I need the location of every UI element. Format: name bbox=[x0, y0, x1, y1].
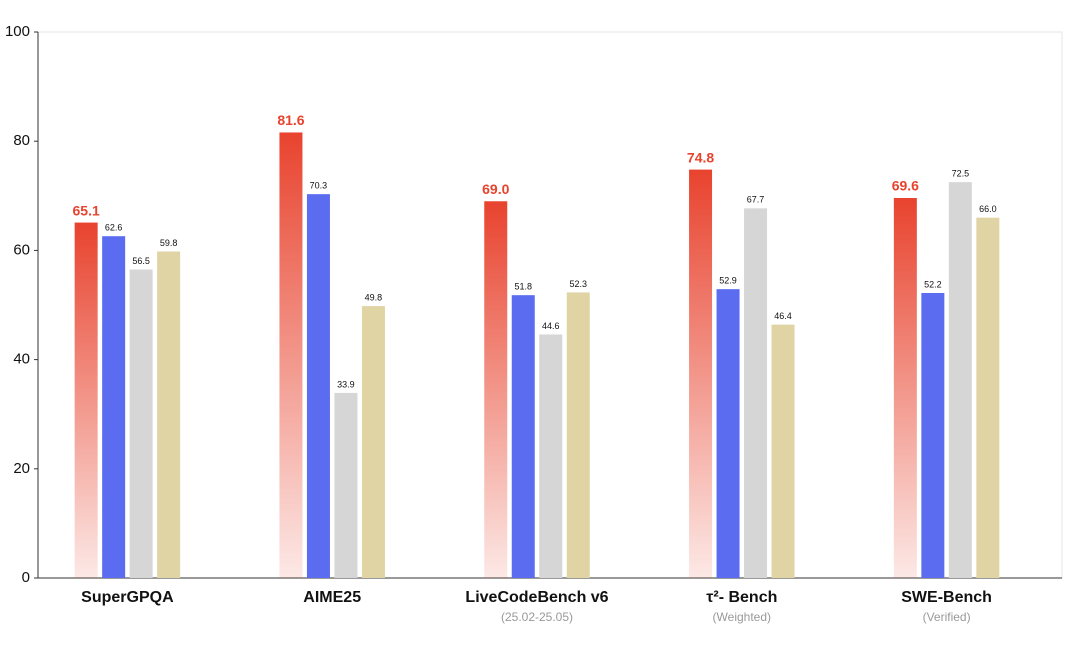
value-label: 44.6 bbox=[542, 321, 560, 331]
value-label: 69.6 bbox=[892, 178, 919, 194]
y-tick-label: 40 bbox=[13, 351, 30, 368]
bar bbox=[921, 292, 945, 578]
value-label: 72.5 bbox=[952, 169, 970, 179]
bar bbox=[361, 306, 385, 578]
value-label: 52.3 bbox=[569, 279, 587, 289]
value-label: 52.9 bbox=[719, 276, 737, 286]
x-tick-sublabel: (Weighted) bbox=[713, 610, 771, 624]
y-tick-label: 60 bbox=[13, 241, 30, 258]
value-label: 70.3 bbox=[310, 181, 328, 191]
value-label: 59.8 bbox=[160, 238, 178, 248]
bar bbox=[511, 295, 535, 578]
value-label: 67.7 bbox=[747, 195, 765, 205]
bar bbox=[893, 197, 917, 578]
bar bbox=[306, 194, 330, 579]
value-label: 66.0 bbox=[979, 204, 997, 214]
bar bbox=[279, 132, 303, 579]
value-label: 69.0 bbox=[482, 181, 509, 197]
value-label: 33.9 bbox=[337, 379, 355, 389]
bar bbox=[539, 334, 563, 578]
y-tick-label: 20 bbox=[13, 460, 30, 477]
bar bbox=[689, 169, 713, 579]
y-tick-label: 80 bbox=[13, 132, 30, 149]
bar bbox=[948, 182, 972, 578]
value-label: 46.4 bbox=[774, 311, 792, 321]
x-tick-sublabel: (25.02-25.05) bbox=[501, 610, 573, 624]
x-tick-label: AIME25 bbox=[303, 589, 361, 606]
bar bbox=[484, 201, 508, 578]
bar bbox=[102, 236, 126, 579]
bar bbox=[129, 269, 153, 578]
bar bbox=[976, 217, 1000, 578]
bar bbox=[716, 289, 740, 578]
bar bbox=[157, 251, 181, 578]
value-label: 65.1 bbox=[73, 202, 100, 218]
value-label: 62.6 bbox=[105, 223, 123, 233]
x-tick-label: SuperGPQA bbox=[81, 589, 174, 606]
value-label: 74.8 bbox=[687, 149, 714, 165]
x-tick-label: SWE-Bench bbox=[901, 589, 992, 606]
bar bbox=[566, 292, 590, 578]
x-tick-label: τ²- Bench bbox=[706, 589, 777, 606]
y-tick-label: 0 bbox=[22, 569, 30, 586]
value-label: 52.2 bbox=[924, 279, 942, 289]
bar bbox=[771, 324, 795, 578]
value-label: 51.8 bbox=[514, 282, 532, 292]
value-label: 49.8 bbox=[365, 292, 383, 302]
bar bbox=[74, 222, 98, 578]
x-tick-sublabel: (Verified) bbox=[923, 610, 971, 624]
value-label: 81.6 bbox=[277, 112, 304, 128]
bar bbox=[334, 392, 358, 578]
x-tick-label: LiveCodeBench v6 bbox=[465, 589, 608, 606]
bar bbox=[744, 208, 768, 578]
y-tick-label: 100 bbox=[5, 23, 30, 40]
value-label: 56.5 bbox=[132, 256, 150, 266]
